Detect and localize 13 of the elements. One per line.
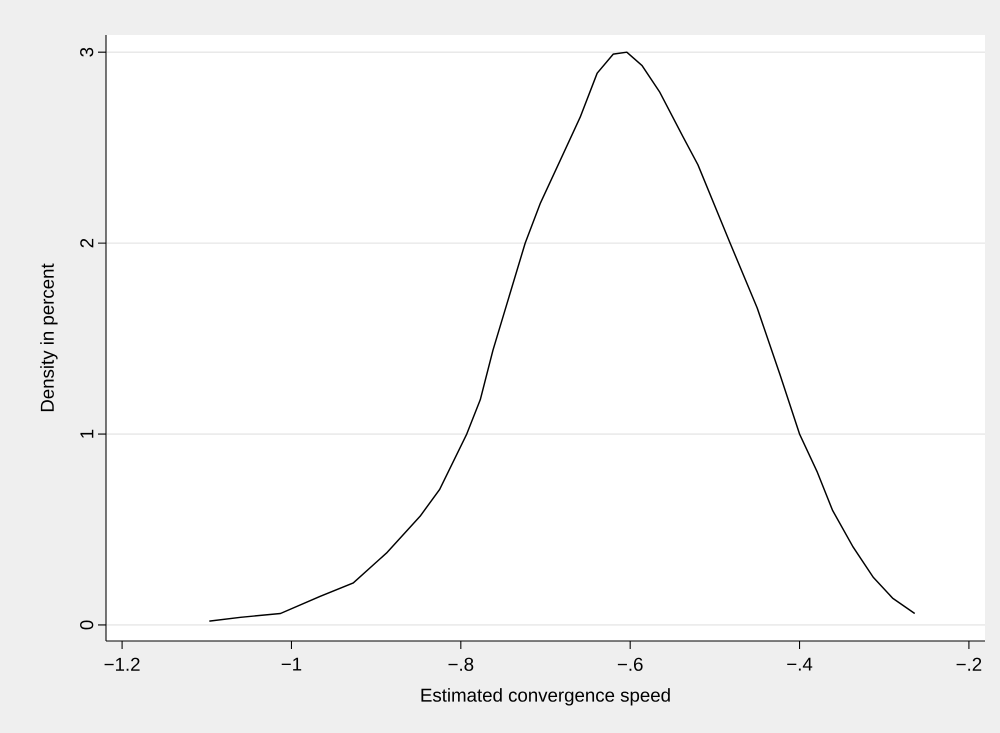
x-tick-label: −.2 xyxy=(956,658,982,671)
x-tick-label: −.4 xyxy=(787,658,812,671)
x-tick-label: −1.2 xyxy=(104,658,140,671)
y-tick-label: 2 xyxy=(80,238,94,248)
y-axis-title: Density in percent xyxy=(40,263,58,412)
line-series xyxy=(208,51,916,622)
x-tick-label: −1 xyxy=(282,658,302,671)
y-tick-label: 0 xyxy=(80,620,94,630)
x-axis-title: Estimated convergence speed xyxy=(421,688,670,706)
y-tick-label: 3 xyxy=(80,48,94,57)
x-tick-label: −.8 xyxy=(448,658,474,671)
x-tick-label: −.6 xyxy=(618,658,643,671)
y-tick-label: 1 xyxy=(80,430,94,438)
